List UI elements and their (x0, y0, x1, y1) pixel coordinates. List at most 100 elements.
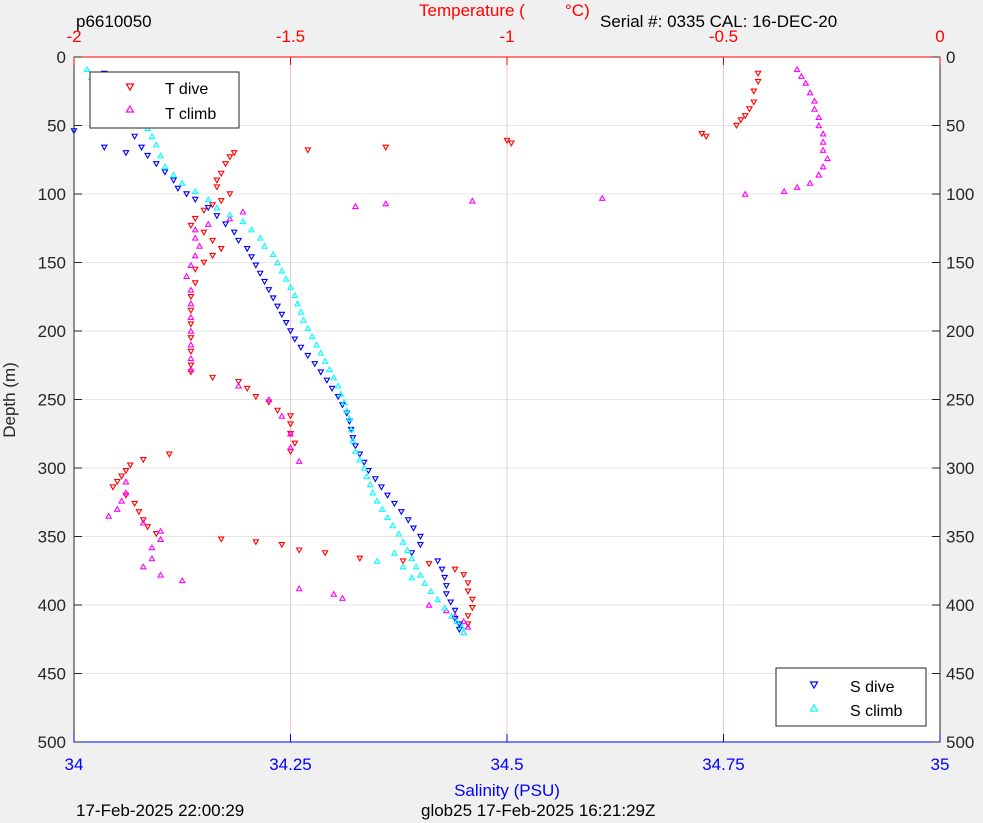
s-climb-point (273, 258, 282, 266)
depth-tick-label-right: 300 (946, 459, 974, 478)
t-dive-point (732, 122, 741, 130)
s-climb-point (390, 549, 398, 556)
t-climb-point (122, 489, 130, 496)
s-dive-point (364, 467, 372, 475)
t-dive-point (187, 362, 195, 369)
t-climb-point (278, 412, 286, 419)
t-climb-point (183, 272, 191, 279)
t-dive-point (464, 588, 472, 595)
legend-s-dive-label: S dive (850, 679, 895, 696)
s-dive-point (408, 550, 416, 557)
t-climb-point (819, 130, 827, 137)
t-climb-point (295, 457, 303, 464)
s-dive-point (243, 246, 251, 253)
s-climb-point (226, 211, 234, 218)
s-climb-point (408, 574, 416, 581)
t-dive-point (295, 547, 303, 554)
s-climb-point (278, 267, 286, 274)
series-s-dive (70, 70, 463, 634)
s-climb-point (403, 546, 411, 553)
s-climb-point (427, 587, 435, 595)
t-dive-point (200, 229, 208, 236)
legend-s-climb-label: S climb (850, 703, 903, 720)
s-climb-point (299, 316, 308, 323)
t-dive-point (252, 394, 260, 401)
t-climb-point (204, 220, 212, 227)
t-climb-point (191, 234, 199, 241)
s-climb-point (148, 132, 156, 140)
t-climb-point (148, 543, 156, 551)
t-climb-point (105, 512, 113, 519)
s-dive-point (311, 361, 319, 368)
t-climb-point (793, 183, 801, 190)
t-dive-point (321, 550, 329, 557)
t-climb-point (425, 601, 433, 608)
t-climb-point (330, 590, 338, 597)
depth-tick-label-right: 500 (946, 733, 974, 752)
t-climb-point (187, 327, 195, 334)
t-climb-point (819, 138, 827, 145)
s-dive-point (131, 133, 139, 140)
s-climb-point (441, 604, 449, 611)
t-dive-point (750, 99, 758, 106)
s-dive-point (204, 204, 212, 212)
t-dive-point (213, 184, 221, 191)
t-climb-point (741, 190, 749, 197)
t-climb-point (265, 395, 273, 403)
temperature-grid-lines (290, 57, 724, 742)
t-climb-point (780, 187, 788, 195)
s-climb-point (317, 349, 325, 356)
s-climb-point (378, 505, 386, 512)
t-dive-point (131, 500, 139, 508)
t-climb-point (802, 79, 810, 86)
s-dive-point (334, 394, 342, 401)
depth-tick-label-left: 150 (38, 254, 66, 273)
s-dive-point (278, 311, 286, 319)
s-dive-point (438, 566, 446, 573)
s-dive-point (442, 591, 450, 598)
s-climb-point (421, 579, 429, 586)
s-climb-point (453, 617, 461, 625)
t-climb-point (810, 105, 818, 112)
s-climb-point (448, 612, 456, 619)
t-dive-point (217, 246, 225, 253)
s-dive-point (416, 541, 424, 549)
t-dive-point (187, 369, 195, 376)
s-dive-point (390, 500, 398, 508)
t-dive-point (737, 117, 745, 124)
legend-temperature: T dive T climb (89, 71, 240, 129)
depth-tick-label-right: 350 (946, 528, 974, 547)
t-climb-point (187, 286, 195, 293)
temperature-tick-label: 0 (935, 27, 944, 46)
legend-temperature-box (89, 71, 240, 129)
t-climb-point (797, 72, 805, 79)
s-dive-point (122, 150, 130, 157)
legend-t-climb-marker (125, 104, 135, 113)
footer-left-time: 17-Feb-2025 22:00:29 (76, 801, 244, 820)
s-climb-point (389, 522, 397, 529)
s-climb-point (83, 65, 91, 73)
t-climb-point (187, 300, 195, 307)
s-climb-point (373, 557, 381, 564)
t-climb-point (157, 527, 165, 534)
t-dive-point (750, 88, 758, 95)
t-dive-point (209, 252, 217, 260)
s-dive-point (100, 144, 108, 151)
s-climb-point (330, 374, 338, 381)
t-dive-point (217, 170, 225, 177)
legend-salinity: S dive S climb (775, 667, 927, 727)
temperature-tick-label: -1 (499, 27, 514, 46)
t-dive-point (165, 451, 173, 458)
t-dive-point (187, 321, 195, 328)
t-climb-point (226, 215, 234, 222)
s-dive-point (213, 213, 221, 220)
t-climb-point (187, 365, 195, 373)
salinity-tick-label: 34.75 (702, 755, 745, 774)
depth-tick-label-left: 450 (38, 665, 66, 684)
s-dive-point (297, 344, 305, 351)
t-dive-point (230, 150, 238, 157)
t-climb-point (118, 497, 126, 504)
t-climb-point (815, 113, 823, 121)
t-climb-point (793, 65, 801, 73)
s-climb-point (340, 398, 348, 405)
